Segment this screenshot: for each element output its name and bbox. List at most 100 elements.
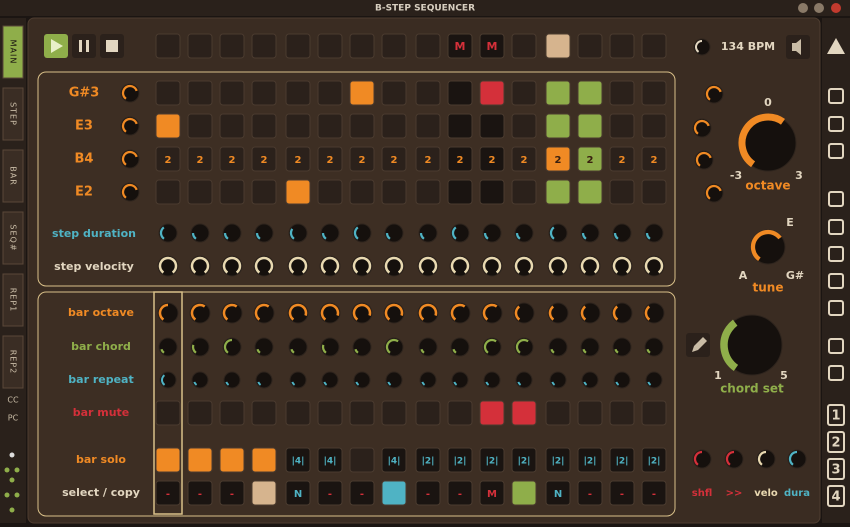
select-cell[interactable]	[285, 480, 311, 506]
top-cell[interactable]	[381, 33, 407, 59]
tab[interactable]	[2, 273, 24, 327]
step-cell[interactable]	[545, 113, 571, 139]
select-cell[interactable]	[609, 480, 635, 506]
step-cell[interactable]	[447, 146, 473, 172]
bar-repeat-knob[interactable]	[255, 371, 273, 389]
select-cell[interactable]	[511, 480, 537, 506]
tab[interactable]	[2, 335, 24, 389]
step-cell[interactable]	[641, 146, 667, 172]
bar-repeat-knob[interactable]	[419, 371, 437, 389]
bar-solo-cell[interactable]	[349, 447, 375, 473]
top-cell[interactable]	[187, 33, 213, 59]
top-cell[interactable]	[577, 33, 603, 59]
step-cell[interactable]	[349, 80, 375, 106]
bar-solo-cell[interactable]	[577, 447, 603, 473]
step-cell[interactable]	[155, 179, 181, 205]
pause-button[interactable]	[72, 34, 96, 58]
step-cell[interactable]	[317, 113, 343, 139]
step-cell[interactable]	[381, 80, 407, 106]
step-cell[interactable]	[479, 179, 505, 205]
step-cell[interactable]	[187, 80, 213, 106]
step-cell[interactable]	[187, 113, 213, 139]
bar-mute-cell[interactable]	[447, 400, 473, 426]
bar-mute-cell[interactable]	[609, 400, 635, 426]
bar-mute-cell[interactable]	[285, 400, 311, 426]
tool-icon[interactable]	[828, 273, 844, 289]
step-cell[interactable]	[251, 80, 277, 106]
select-cell[interactable]	[381, 480, 407, 506]
top-cell[interactable]	[251, 33, 277, 59]
step-cell[interactable]	[479, 113, 505, 139]
page-button[interactable]	[827, 404, 845, 426]
step-cell[interactable]	[479, 146, 505, 172]
tab[interactable]	[2, 87, 24, 141]
step-cell[interactable]	[609, 179, 635, 205]
step-cell[interactable]	[447, 80, 473, 106]
step-cell[interactable]	[545, 80, 571, 106]
bar-mute-cell[interactable]	[155, 400, 181, 426]
step-cell[interactable]	[511, 179, 537, 205]
bar-chord-knob[interactable]	[352, 337, 372, 357]
step-cell[interactable]	[609, 113, 635, 139]
bar-repeat-knob[interactable]	[581, 371, 599, 389]
step-cell[interactable]	[545, 146, 571, 172]
bar-mute-cell[interactable]	[219, 400, 245, 426]
step-cell[interactable]	[285, 80, 311, 106]
bar-solo-cell[interactable]	[545, 447, 571, 473]
duration-knob[interactable]	[418, 223, 438, 243]
top-cell[interactable]	[415, 33, 441, 59]
select-cell[interactable]	[317, 480, 343, 506]
duration-knob[interactable]	[644, 223, 664, 243]
top-cell[interactable]	[511, 33, 537, 59]
select-cell[interactable]	[251, 480, 277, 506]
bar-mute-cell[interactable]	[641, 400, 667, 426]
tool-icon[interactable]	[828, 246, 844, 262]
tool-icon[interactable]	[828, 191, 844, 207]
bar-mute-cell[interactable]	[381, 400, 407, 426]
top-cell[interactable]	[285, 33, 311, 59]
select-cell[interactable]	[187, 480, 213, 506]
step-cell[interactable]	[219, 80, 245, 106]
bar-solo-cell[interactable]	[479, 447, 505, 473]
step-cell[interactable]	[415, 146, 441, 172]
step-cell[interactable]	[577, 80, 603, 106]
step-cell[interactable]	[545, 179, 571, 205]
step-cell[interactable]	[219, 146, 245, 172]
bar-mute-cell[interactable]	[511, 400, 537, 426]
step-cell[interactable]	[381, 179, 407, 205]
step-cell[interactable]	[511, 80, 537, 106]
duration-knob[interactable]	[320, 223, 340, 243]
step-cell[interactable]	[641, 179, 667, 205]
step-cell[interactable]	[349, 113, 375, 139]
step-cell[interactable]	[317, 146, 343, 172]
step-cell[interactable]	[285, 113, 311, 139]
bar-chord-knob[interactable]	[158, 337, 178, 357]
bar-repeat-knob[interactable]	[353, 371, 371, 389]
select-cell[interactable]	[349, 480, 375, 506]
duration-knob[interactable]	[580, 223, 600, 243]
duration-knob[interactable]	[254, 223, 274, 243]
step-cell[interactable]	[155, 146, 181, 172]
bar-mute-cell[interactable]	[349, 400, 375, 426]
duration-knob[interactable]	[222, 223, 242, 243]
bar-chord-knob[interactable]	[612, 337, 632, 357]
close[interactable]	[831, 3, 841, 13]
step-cell[interactable]	[349, 179, 375, 205]
tool-icon[interactable]	[828, 88, 844, 104]
step-cell[interactable]	[641, 113, 667, 139]
bar-repeat-knob[interactable]	[515, 371, 533, 389]
bar-chord-knob[interactable]	[548, 337, 568, 357]
bar-solo-cell[interactable]	[219, 447, 245, 473]
bar-solo-cell[interactable]	[415, 447, 441, 473]
bar-chord-knob[interactable]	[450, 337, 470, 357]
step-cell[interactable]	[381, 113, 407, 139]
warning-icon[interactable]	[827, 38, 845, 54]
bar-repeat-knob[interactable]	[613, 371, 631, 389]
step-cell[interactable]	[609, 146, 635, 172]
select-cell[interactable]	[545, 480, 571, 506]
bar-solo-cell[interactable]	[511, 447, 537, 473]
bar-mute-cell[interactable]	[317, 400, 343, 426]
step-cell[interactable]	[609, 80, 635, 106]
select-cell[interactable]	[415, 480, 441, 506]
bar-mute-cell[interactable]	[251, 400, 277, 426]
